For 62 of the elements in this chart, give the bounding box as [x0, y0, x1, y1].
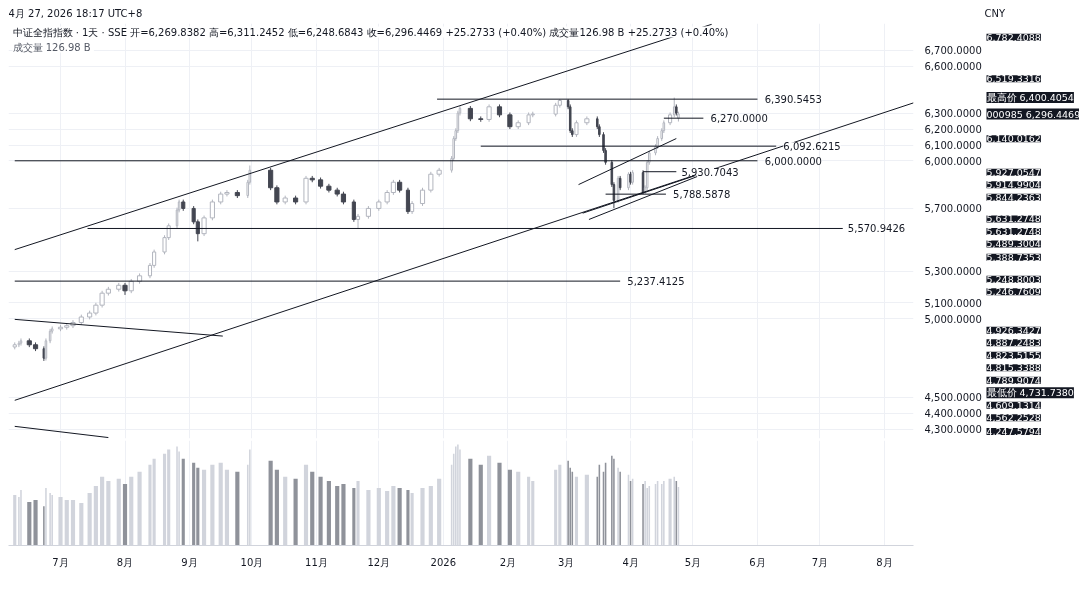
x-tick-label: 2月 — [499, 556, 516, 568]
text: 5,388.7353 — [986, 251, 1041, 263]
x-tick-label: 5月 — [684, 556, 702, 568]
annotation: 6,390.5453 — [764, 94, 822, 106]
text: 4,815.3388 — [986, 362, 1041, 374]
annotation: 6,270.0000 — [710, 113, 768, 125]
annotation: 6,092.6215 — [783, 141, 841, 153]
text: 4,926.3427 — [986, 324, 1041, 336]
text: 4,247.5794 — [986, 426, 1041, 437]
y-tick-label: 4,500.0000 — [924, 392, 982, 404]
text: 4,887.2483 — [986, 337, 1041, 349]
y-tick-label: 6,100.0000 — [924, 140, 982, 151]
text: 4,789.9074 — [986, 374, 1041, 386]
y-tick-label: 5,100.0000 — [924, 297, 982, 309]
text: 5,248.8003 — [986, 273, 1041, 285]
annotation: 5,570.9426 — [847, 223, 906, 235]
text: 6,140.0162 — [986, 133, 1041, 145]
x-tick-label: 8月 — [116, 556, 134, 568]
text: 5,631.2748 — [986, 213, 1041, 225]
text: 4,823.5155 — [986, 349, 1041, 361]
x-tick-label: 4月 — [622, 556, 639, 568]
text: 5,489.3004 — [986, 238, 1041, 250]
y-tick-label: 6,700.0000 — [924, 45, 982, 57]
x-tick-label: 11月 — [305, 556, 328, 568]
x-tick-label: 2026 — [430, 556, 457, 568]
annotation: 5,788.5878 — [673, 189, 731, 201]
text: 最高价 6,400.4054 — [986, 92, 1074, 104]
y-tick-label: 4,300.0000 — [924, 424, 982, 436]
text: 5,914.9904 — [986, 179, 1041, 191]
annotation: 5,237.4125 — [627, 276, 685, 288]
chart-subtitle: 中证全指指数 · 1天 · SSE 开=6,269.8382 高=6,311.2452 低=6,248.6843 收=6,296.4469 +25.2733 (+0.40%) 成交量126.98 B +25.2733 (+0.40%) — [12, 26, 729, 38]
x-tick-label: 3月 — [557, 556, 575, 568]
text: 5,631.2748 — [986, 225, 1041, 237]
annotation: 成交量 126.98 B — [12, 41, 91, 53]
x-tick-label: 10月 — [240, 556, 264, 568]
y-tick-label: 6,300.0000 — [924, 108, 982, 120]
x-tick-label: 12月 — [367, 556, 391, 568]
x-tick-label: 7月 — [811, 556, 829, 568]
chart-title: 4月 27, 2026 18:17 UTC+8 — [8, 7, 143, 19]
y-tick-label: 6,600.0000 — [924, 61, 982, 73]
x-tick-label: 7月 — [52, 556, 69, 568]
annotation: 5,930.7043 — [681, 166, 739, 178]
x-tick-label: 6月 — [749, 556, 766, 568]
text: 5,927.0547 — [986, 166, 1041, 178]
y-tick-label: 6,200.0000 — [924, 124, 982, 136]
x-tick-label: 9月 — [181, 556, 198, 568]
y-tick-label: 4,400.0000 — [924, 408, 982, 420]
x-tick-label: 8月 — [876, 556, 893, 568]
text: 4,562.2528 — [986, 412, 1041, 424]
y-tick-label: 5,300.0000 — [924, 266, 982, 278]
text: 5,844.2363 — [986, 191, 1041, 203]
text: 6,782.4088 — [986, 31, 1041, 43]
y-tick-label: 5,700.0000 — [924, 203, 982, 215]
y-tick-label: 6,000.0000 — [924, 155, 982, 167]
text: 5,246.7609 — [986, 286, 1041, 298]
y-tick-label: 5,000.0000 — [924, 313, 982, 325]
y-axis-title: CNY — [984, 7, 1006, 19]
text: 6,519.3316 — [986, 73, 1041, 85]
annotation: 6,000.0000 — [764, 155, 822, 167]
text: 4,609.1314 — [986, 399, 1041, 411]
text: 000985 6,296.4469 — [986, 108, 1080, 120]
text: 最低价 4,731.7380 — [986, 387, 1074, 399]
